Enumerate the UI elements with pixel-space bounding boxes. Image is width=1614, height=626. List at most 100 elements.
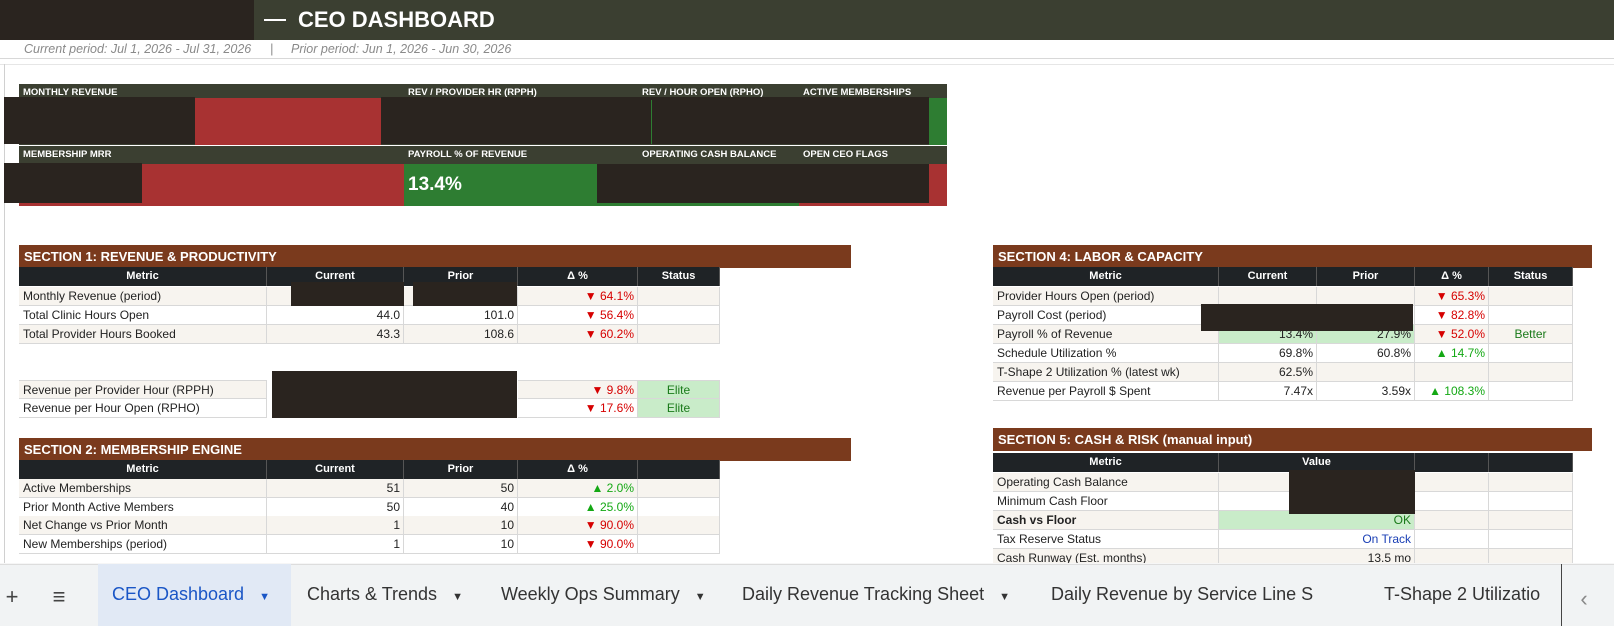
delta-cell[interactable]: ▼ 56.4% [518,306,638,325]
metric-cell[interactable]: Monthly Revenue (period) [19,287,267,306]
blank-cell[interactable] [1489,530,1573,549]
value-cell[interactable]: On Track [1219,530,1415,549]
tab-ceo-dashboard[interactable]: CEO Dashboard ▼ [98,564,291,626]
prior-cell[interactable]: 60.8% [1317,344,1415,363]
current-cell[interactable]: 1 [267,516,404,535]
chevron-down-icon[interactable]: ▼ [999,591,1011,603]
status-cell[interactable] [1489,306,1573,325]
delta-cell[interactable]: ▼ 9.8% [518,380,638,399]
current-cell[interactable]: 51 [267,479,404,498]
chevron-down-icon[interactable]: ▼ [452,591,463,603]
blank-cell[interactable] [1415,492,1489,511]
delta-cell[interactable] [1415,363,1489,382]
table-row[interactable]: Total Provider Hours Booked 43.3 108.6 ▼… [19,325,720,344]
delta-cell[interactable]: ▲ 25.0% [518,498,638,517]
delta-cell[interactable]: ▼ 17.6% [518,399,638,418]
current-cell[interactable]: 43.3 [267,325,404,344]
delta-cell[interactable]: ▼ 90.0% [518,535,638,554]
delta-cell[interactable]: ▲ 108.3% [1415,382,1489,401]
metric-cell[interactable]: New Memberships (period) [19,535,267,554]
status-cell[interactable] [638,498,720,517]
delta-cell[interactable]: ▲ 2.0% [518,479,638,498]
table-row[interactable]: Net Change vs Prior Month 1 10 ▼ 90.0% [19,516,720,535]
prior-cell[interactable]: 10 [404,535,518,554]
delta-cell[interactable]: ▼ 82.8% [1415,306,1489,325]
status-cell[interactable]: Better [1489,325,1573,344]
prior-cell[interactable]: 10 [404,516,518,535]
current-cell[interactable]: 44.0 [267,306,404,325]
metric-cell[interactable]: Payroll Cost (period) [993,306,1219,325]
metric-cell[interactable]: Payroll % of Revenue [993,325,1219,344]
status-cell[interactable] [1489,287,1573,306]
metric-cell[interactable]: Revenue per Provider Hour (RPPH) [19,380,267,399]
prior-cell[interactable]: 40 [404,498,518,517]
status-cell[interactable] [1489,344,1573,363]
table-row[interactable]: Revenue per Hour Open (RPHO) ▼ 17.6% Eli… [19,399,720,418]
tab-tshape-utilization[interactable]: T-Shape 2 Utilizatio [1370,564,1562,626]
prior-cell[interactable]: 3.59x [1317,382,1415,401]
status-cell[interactable] [1489,382,1573,401]
current-cell[interactable]: 1 [267,535,404,554]
status-cell[interactable] [638,535,720,554]
prior-cell[interactable]: 108.6 [404,325,518,344]
metric-cell[interactable]: Provider Hours Open (period) [993,287,1219,306]
tab-daily-revenue-service-line[interactable]: Daily Revenue by Service Line S ▼ [1037,564,1347,626]
current-cell[interactable]: 50 [267,498,404,517]
table-row[interactable]: Payroll % of Revenue 13.4% 27.9% ▼ 52.0%… [993,325,1573,344]
table-row[interactable]: Minimum Cash Floor [993,492,1573,511]
table-row[interactable]: Total Clinic Hours Open 44.0 101.0 ▼ 56.… [19,306,720,325]
table-row[interactable]: New Memberships (period) 1 10 ▼ 90.0% [19,535,720,554]
metric-cell[interactable]: Revenue per Hour Open (RPHO) [19,399,267,418]
table-row[interactable]: Operating Cash Balance [993,473,1573,492]
status-cell[interactable] [1489,363,1573,382]
table-row[interactable]: Revenue per Payroll $ Spent 7.47x 3.59x … [993,382,1573,401]
status-cell[interactable] [638,306,720,325]
table-row[interactable]: Schedule Utilization % 69.8% 60.8% ▲ 14.… [993,344,1573,363]
blank-cell[interactable] [1489,492,1573,511]
all-sheets-menu-button[interactable]: ≡ [52,584,66,609]
table-row[interactable]: Cash vs Floor OK [993,511,1573,530]
table-row[interactable]: Tax Reserve Status On Track [993,530,1573,549]
metric-cell[interactable]: T-Shape 2 Utilization % (latest wk) [993,363,1219,382]
metric-cell[interactable]: Net Change vs Prior Month [19,516,267,535]
status-cell[interactable] [638,325,720,344]
delta-cell[interactable]: ▼ 65.3% [1415,287,1489,306]
table-row[interactable]: Prior Month Active Members 50 40 ▲ 25.0% [19,498,720,517]
metric-cell[interactable]: Total Clinic Hours Open [19,306,267,325]
prior-cell[interactable] [1317,363,1415,382]
prior-cell[interactable]: 50 [404,479,518,498]
tab-weekly-ops-summary[interactable]: Weekly Ops Summary ▼ [487,564,732,626]
blank-cell[interactable] [1415,473,1489,492]
delta-cell[interactable]: ▲ 14.7% [1415,344,1489,363]
prior-cell[interactable]: 101.0 [404,306,518,325]
chevron-down-icon[interactable]: ▼ [259,591,270,603]
value-cell[interactable]: OK [1219,511,1415,530]
blank-cell[interactable] [1489,473,1573,492]
delta-cell[interactable]: ▼ 90.0% [518,516,638,535]
metric-cell[interactable]: Prior Month Active Members [19,498,267,517]
delta-cell[interactable]: ▼ 52.0% [1415,325,1489,344]
status-cell[interactable]: Elite [638,399,720,418]
add-sheet-button[interactable]: + [5,584,19,609]
table-row[interactable]: Provider Hours Open (period) ▼ 65.3% [993,287,1573,306]
chevron-down-icon[interactable]: ▼ [694,591,706,603]
delta-cell[interactable]: ▼ 60.2% [518,325,638,344]
metric-cell[interactable]: Operating Cash Balance [993,473,1219,492]
current-cell[interactable]: 7.47x [1219,382,1317,401]
table-row[interactable]: Revenue per Provider Hour (RPPH) ▼ 9.8% … [19,380,720,399]
metric-cell[interactable]: Minimum Cash Floor [993,492,1219,511]
tab-charts-trends[interactable]: Charts & Trends ▼ [293,564,478,626]
metric-cell[interactable]: Cash vs Floor [993,511,1219,530]
status-cell[interactable] [638,516,720,535]
metric-cell[interactable]: Active Memberships [19,479,267,498]
blank-cell[interactable] [1415,530,1489,549]
blank-cell[interactable] [1415,511,1489,530]
table-row[interactable]: Active Memberships 51 50 ▲ 2.0% [19,479,720,498]
current-cell[interactable]: 62.5% [1219,363,1317,382]
tab-daily-revenue-tracking[interactable]: Daily Revenue Tracking Sheet ▼ [728,564,1028,626]
metric-cell[interactable]: Schedule Utilization % [993,344,1219,363]
metric-cell[interactable]: Tax Reserve Status [993,530,1219,549]
current-cell[interactable]: 69.8% [1219,344,1317,363]
status-cell[interactable] [638,479,720,498]
metric-cell[interactable]: Total Provider Hours Booked [19,325,267,344]
